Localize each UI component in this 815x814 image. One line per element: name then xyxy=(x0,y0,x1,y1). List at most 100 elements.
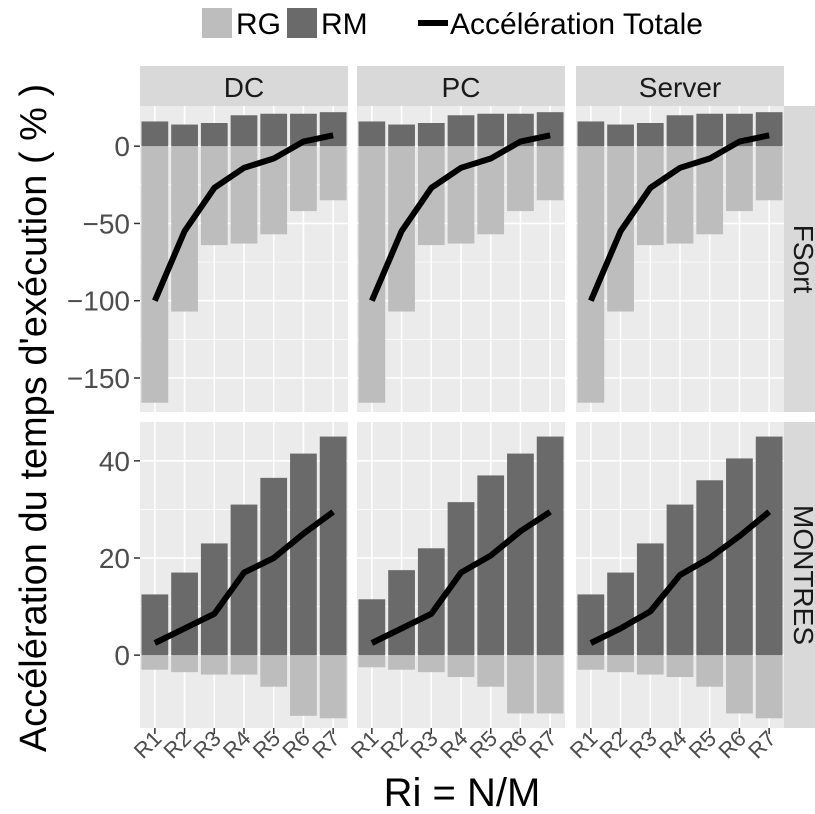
bar-rg-fsort-dc xyxy=(319,146,347,201)
y-tick-label-fsort: −150 xyxy=(67,363,130,394)
bar-rm-montres-pc xyxy=(388,570,415,656)
y-tick-label-montres: 20 xyxy=(99,543,130,574)
bar-rm-fsort-pc xyxy=(536,112,564,147)
row-strip-label-fsort: FSort xyxy=(788,225,815,294)
column-strip-dc xyxy=(140,66,348,106)
bar-rg-montres-server xyxy=(755,655,783,719)
bar-rg-fsort-server xyxy=(666,146,694,244)
bar-rg-montres-dc xyxy=(230,655,258,675)
bar-rm-fsort-dc xyxy=(319,112,347,147)
bar-rg-montres-dc xyxy=(200,655,228,675)
bar-rm-montres-dc xyxy=(141,594,169,656)
bar-rm-fsort-dc xyxy=(200,123,228,147)
bar-rg-fsort-pc xyxy=(447,146,475,244)
column-strip-label-dc: DC xyxy=(224,72,264,103)
row-strip-fsort xyxy=(784,106,815,412)
bar-rm-montres-dc xyxy=(319,436,347,656)
bar-rg-montres-pc xyxy=(447,655,475,677)
y-tick-label-fsort: −50 xyxy=(83,208,131,239)
bar-rm-montres-dc xyxy=(171,572,198,656)
column-strip-pc xyxy=(357,66,565,106)
x-axis-title: Ri = N/M xyxy=(384,771,541,814)
bar-rm-montres-server xyxy=(726,458,753,656)
bar-rg-montres-server xyxy=(577,655,605,670)
line-total-fsort-dc xyxy=(152,132,334,302)
bar-rm-montres-server xyxy=(577,594,605,656)
bar-rg-montres-server xyxy=(726,655,753,714)
bar-rm-montres-dc xyxy=(290,453,317,656)
legend-label-rg: RG xyxy=(236,8,281,41)
bar-rm-montres-server xyxy=(755,436,783,656)
bar-rg-fsort-server xyxy=(636,146,664,246)
bar-rg-montres-pc xyxy=(477,655,505,687)
y-tick-label-montres: 0 xyxy=(114,640,130,671)
column-strip-server xyxy=(576,66,784,106)
bar-rg-montres-pc xyxy=(536,655,564,714)
bar-rg-montres-dc xyxy=(290,655,317,716)
line-total-fsort-pc xyxy=(369,132,551,302)
bar-rg-montres-dc xyxy=(141,655,169,670)
x-tick-label-server: R7 xyxy=(743,726,781,764)
bar-rm-montres-server xyxy=(607,572,634,656)
bar-rg-fsort-pc xyxy=(507,146,534,212)
line-total-montres-dc xyxy=(153,509,335,646)
column-strip-label-server: Server xyxy=(639,72,721,103)
bar-rm-fsort-pc xyxy=(388,124,415,147)
bar-rm-montres-pc xyxy=(507,453,534,656)
y-tick-label-fsort: 0 xyxy=(114,131,130,162)
bar-rm-fsort-server xyxy=(607,124,634,147)
bar-rm-montres-dc xyxy=(230,504,258,656)
y-tick-label-montres: 40 xyxy=(99,446,130,477)
bar-rm-fsort-dc xyxy=(230,115,258,147)
line-total-fsort-server xyxy=(588,132,770,302)
bar-rm-montres-server xyxy=(696,480,724,656)
bar-rg-montres-dc xyxy=(319,655,347,719)
row-strip-label-montres: MONTRES xyxy=(788,505,815,645)
bar-rm-fsort-server xyxy=(577,121,605,147)
bar-rg-montres-dc xyxy=(260,655,288,687)
bar-rg-montres-pc xyxy=(417,655,445,673)
bar-rm-fsort-dc xyxy=(141,121,169,147)
y-axis-title: Accélération du temps d'exécution ( % ) xyxy=(13,84,55,752)
row-strip-montres xyxy=(784,422,815,728)
bar-rm-montres-dc xyxy=(260,477,288,656)
bar-rm-fsort-server xyxy=(636,123,664,147)
bar-rm-fsort-pc xyxy=(477,113,505,147)
legend-label-rm: RM xyxy=(321,8,368,41)
bar-rm-montres-pc xyxy=(477,475,505,656)
bar-rg-montres-pc xyxy=(507,655,534,714)
bar-rm-fsort-server xyxy=(755,112,783,147)
bar-rm-fsort-pc xyxy=(358,121,386,147)
bar-rg-fsort-dc xyxy=(200,146,228,246)
bar-rg-montres-pc xyxy=(388,655,415,670)
column-strip-label-pc: PC xyxy=(442,72,481,103)
bar-rg-fsort-pc xyxy=(417,146,445,246)
bar-rm-fsort-dc xyxy=(260,113,288,147)
bar-rg-montres-pc xyxy=(358,655,386,668)
bar-rm-fsort-pc xyxy=(417,123,445,147)
bar-rg-fsort-pc xyxy=(536,146,564,201)
line-total-montres-server xyxy=(589,509,772,646)
bar-rg-fsort-dc xyxy=(290,146,317,212)
legend-key-rm xyxy=(287,8,317,38)
bar-rm-montres-pc xyxy=(447,502,475,656)
x-tick-label-pc: R7 xyxy=(524,726,562,764)
bar-rm-montres-server xyxy=(666,504,694,656)
bar-rm-montres-pc xyxy=(358,599,386,656)
bar-rg-montres-server xyxy=(666,655,694,677)
bar-rm-fsort-server xyxy=(666,115,694,147)
bar-rm-fsort-dc xyxy=(171,124,198,147)
bar-rm-fsort-pc xyxy=(447,115,475,147)
bar-rm-montres-pc xyxy=(536,436,564,656)
y-tick-label-fsort: −100 xyxy=(67,286,130,317)
bar-rm-fsort-server xyxy=(696,113,724,147)
legend-key-rg xyxy=(202,8,232,38)
bar-rg-fsort-server xyxy=(755,146,783,201)
line-total-montres-pc xyxy=(370,509,552,646)
bar-rg-montres-dc xyxy=(171,655,198,673)
legend-label-total: Accélération Totale xyxy=(450,8,703,41)
bar-rg-fsort-dc xyxy=(230,146,258,244)
bar-rg-fsort-server xyxy=(726,146,753,212)
bar-rg-montres-server xyxy=(636,655,664,675)
